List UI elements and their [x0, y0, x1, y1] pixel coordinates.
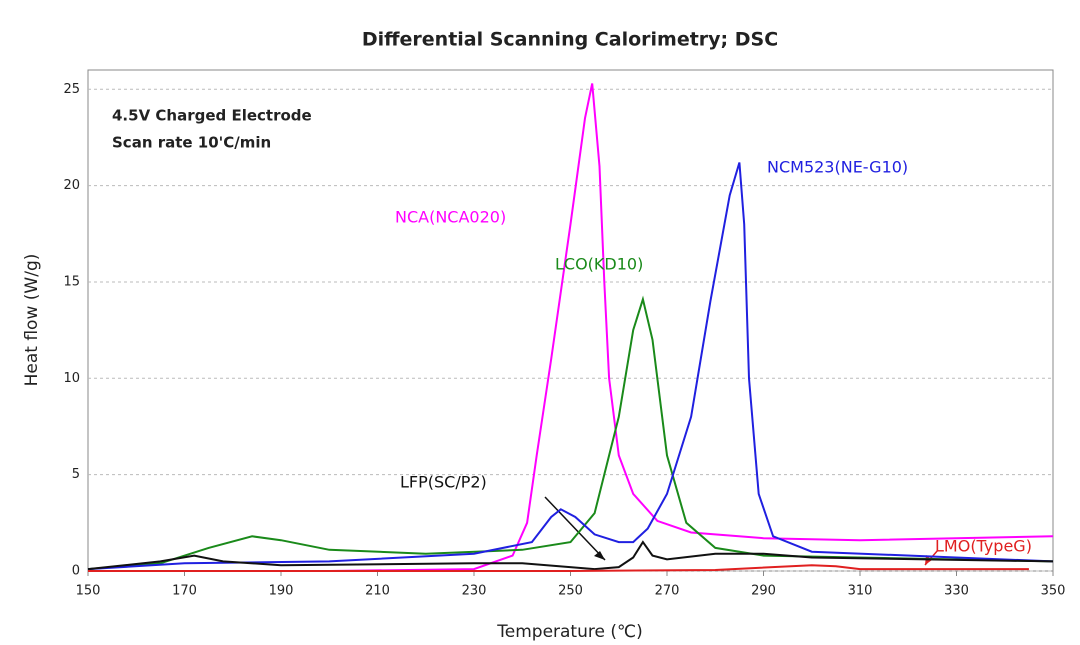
arrow	[544, 496, 606, 561]
x-tick-label: 210	[365, 584, 390, 599]
series-line	[88, 564, 1029, 572]
series-label: NCM523(NE-G10)	[767, 158, 908, 177]
series-line	[87, 162, 1054, 571]
series-label: LFP(SC/P2)	[400, 473, 487, 492]
plot-area	[87, 69, 1054, 572]
annotation: 4.5V Charged Electrode	[112, 107, 312, 125]
series-label: NCA(NCA020)	[395, 208, 506, 227]
chart-title: Differential Scanning Calorimetry; DSC	[362, 29, 778, 51]
y-tick-label: 0	[72, 564, 80, 579]
y-tick-label: 15	[63, 274, 80, 289]
annotation: Scan rate 10'C/min	[112, 134, 271, 152]
x-tick-label: 170	[172, 584, 197, 599]
series-line	[87, 295, 1054, 571]
series-label: LMO(TypeG)	[935, 537, 1032, 556]
y-tick-label: 20	[63, 178, 80, 193]
x-axis-label: Temperature (℃)	[496, 622, 642, 642]
arrowhead	[594, 551, 605, 560]
series-label: LCO(KD10)	[555, 255, 643, 274]
x-tick-label: 290	[751, 584, 776, 599]
series-line	[87, 540, 1054, 571]
x-tick-label: 230	[462, 584, 487, 599]
y-tick-label: 25	[63, 82, 80, 97]
y-tick-label: 5	[72, 467, 80, 482]
x-tick-label: 250	[558, 584, 583, 599]
x-tick-label: 190	[269, 584, 294, 599]
y-axis-label: Heat flow (W/g)	[22, 254, 42, 387]
x-tick-label: 330	[944, 584, 969, 599]
y-tick-label: 10	[63, 371, 80, 386]
x-tick-label: 150	[76, 584, 101, 599]
x-tick-label: 270	[655, 584, 680, 599]
x-tick-label: 350	[1041, 584, 1066, 599]
x-tick-label: 310	[848, 584, 873, 599]
